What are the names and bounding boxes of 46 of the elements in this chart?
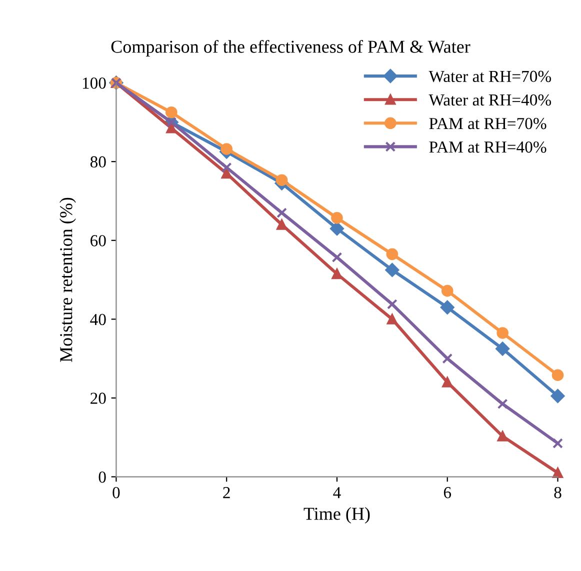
x-tick-label: 8 bbox=[554, 486, 562, 498]
y-tick-label: 40 bbox=[90, 314, 106, 326]
point bbox=[221, 162, 232, 173]
point bbox=[550, 389, 565, 403]
y-tick-label: 60 bbox=[90, 235, 106, 246]
x-tick-label: 0 bbox=[112, 486, 120, 498]
point bbox=[221, 168, 232, 179]
point bbox=[386, 248, 398, 260]
point bbox=[332, 268, 342, 280]
point bbox=[276, 174, 288, 186]
point bbox=[220, 143, 232, 155]
point bbox=[552, 369, 564, 382]
x-tick-label: 4 bbox=[333, 487, 341, 498]
point bbox=[166, 122, 177, 134]
y-axis-title: Moisture retention (%) bbox=[60, 198, 76, 362]
point bbox=[385, 263, 400, 277]
point bbox=[165, 106, 178, 118]
point bbox=[497, 398, 508, 410]
legend-label: PAM at RH=70% bbox=[429, 118, 546, 130]
point bbox=[496, 342, 510, 356]
legend-label: Water at RH=70% bbox=[428, 70, 552, 82]
point bbox=[386, 299, 398, 310]
legend-label: Water at RH=40% bbox=[428, 94, 552, 106]
chart-title: Comparison of the effectiveness of PAM & Water bbox=[111, 40, 470, 57]
point bbox=[276, 208, 287, 218]
point bbox=[440, 300, 454, 314]
point bbox=[332, 252, 342, 263]
point bbox=[276, 219, 287, 230]
point bbox=[330, 222, 344, 236]
x-axis-title: Time (H) bbox=[304, 507, 370, 524]
point bbox=[386, 314, 398, 324]
y-tick-label: 100 bbox=[82, 77, 106, 89]
x-tick-label: 6 bbox=[444, 487, 452, 498]
point bbox=[552, 438, 563, 449]
y-tick-label: 80 bbox=[90, 156, 106, 168]
y-tick-label: 0 bbox=[98, 471, 106, 483]
point bbox=[331, 212, 343, 224]
x-tick-label: 2 bbox=[223, 487, 230, 498]
point bbox=[552, 468, 563, 478]
point bbox=[442, 353, 453, 364]
legend-label: PAM at RH=40% bbox=[429, 141, 546, 153]
y-tick-label: 20 bbox=[90, 392, 106, 404]
point bbox=[496, 327, 508, 339]
point bbox=[442, 377, 453, 388]
point bbox=[441, 284, 454, 297]
point bbox=[497, 430, 508, 442]
